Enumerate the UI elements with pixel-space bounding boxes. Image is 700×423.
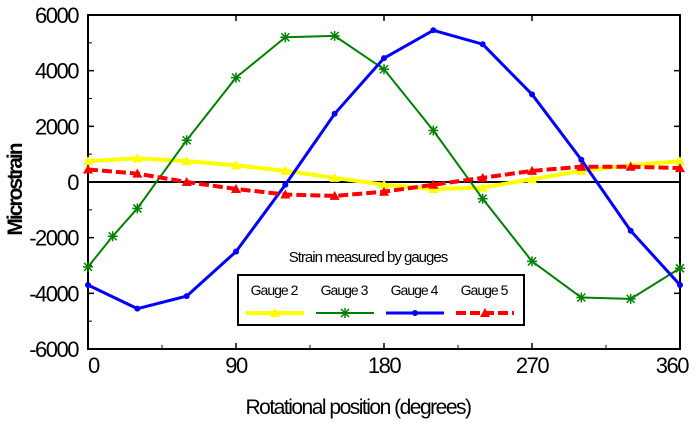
legend-label: Gauge 5 [461,282,509,298]
x-tick-label: 270 [516,353,549,378]
tick-labels: 6000 4000 2000 0 -2000 -4000 -6000 0 90 180 270 360 [29,3,691,378]
data-point [329,190,340,200]
x-tick-label: 90 [225,353,248,378]
data-point [231,183,241,193]
asterisk-stroke [576,292,586,303]
data-point [627,227,634,234]
asterisk-stroke [132,203,142,213]
y-tick-label: 6000 [35,3,79,28]
data-point [479,41,486,48]
data-point [428,179,439,189]
data-point [625,161,636,171]
data-point [379,186,389,196]
series-gauge-2 [83,153,685,193]
data-point [340,308,350,318]
asterisk-stroke [108,231,118,241]
asterisk-stroke [231,73,241,83]
data-point [132,168,143,178]
data-point [675,163,685,173]
data-point [477,193,488,204]
asterisk-stroke [478,194,488,204]
data-point [675,156,685,166]
legend-box [237,274,525,326]
y-tick-label: -6000 [29,337,79,362]
data-point [83,156,93,166]
data-point [379,64,389,75]
y-tick-label: 4000 [35,59,79,84]
y-tick-label: 2000 [35,114,79,139]
asterisk-stroke [379,64,389,74]
data-point [183,293,190,300]
data-point [625,293,636,304]
series-gauge-4 [85,27,683,312]
data-point [477,182,488,192]
data-point [181,135,192,146]
asterisk-stroke [330,31,340,41]
data-point [430,27,437,34]
data-point [677,281,683,288]
data-point [576,161,587,171]
asterisk-stroke [527,256,537,266]
asterisk-stroke [428,125,438,136]
legend-label: Gauge 4 [391,282,439,298]
legend: Strain measured by gauges Gauge 2 Gauge 3… [237,249,525,326]
data-point [270,308,280,317]
legend-title: Strain measured by gauges [289,249,448,266]
data-point [477,172,488,182]
data-point [527,174,537,184]
data-point [282,181,289,188]
legend-label: Gauge 2 [251,282,299,298]
x-axis-title: Rotational position (degrees) [246,396,471,419]
data-point [527,256,537,267]
y-tick-label: 0 [67,170,79,195]
x-tick-label: 0 [88,353,100,378]
data-point [83,261,93,272]
data-point [329,172,340,182]
x-tick-label: 180 [368,353,401,378]
data-point [134,305,141,312]
y-tick-label: -2000 [29,226,79,251]
y-tick-label: -4000 [29,281,79,306]
legend-label: Gauge 3 [321,282,369,298]
data-point [280,165,291,175]
data-point [280,32,291,43]
data-point [83,164,93,174]
series-gauge-3 [83,30,685,304]
data-point [107,231,118,242]
data-point [412,310,418,316]
asterisk-stroke [626,294,636,304]
data-point [480,308,490,317]
data-point [329,30,340,41]
data-point [132,153,143,163]
asterisk-stroke [83,262,93,272]
data-point [280,189,291,199]
asterisk-stroke [182,135,192,145]
data-point [231,72,241,83]
data-point [578,156,585,163]
data-point [231,160,241,170]
asterisk-stroke [675,263,685,273]
data-point [181,156,192,166]
data-point [181,177,192,186]
data-point [132,203,143,214]
data-point [428,125,439,136]
series-group [83,27,685,312]
data-point [379,179,389,189]
asterisk-stroke [340,308,350,318]
data-point [331,110,338,117]
data-point [85,281,91,288]
data-point [381,55,387,62]
data-point [529,91,535,98]
series-line [87,34,681,300]
series-gauge-5 [83,161,685,200]
data-point [233,248,239,255]
data-point [527,165,537,175]
x-tick-label: 360 [656,353,689,378]
asterisk-stroke [280,32,290,42]
y-axis-title: Microstrain [4,143,27,235]
data-point [675,263,685,274]
data-point [576,292,587,303]
